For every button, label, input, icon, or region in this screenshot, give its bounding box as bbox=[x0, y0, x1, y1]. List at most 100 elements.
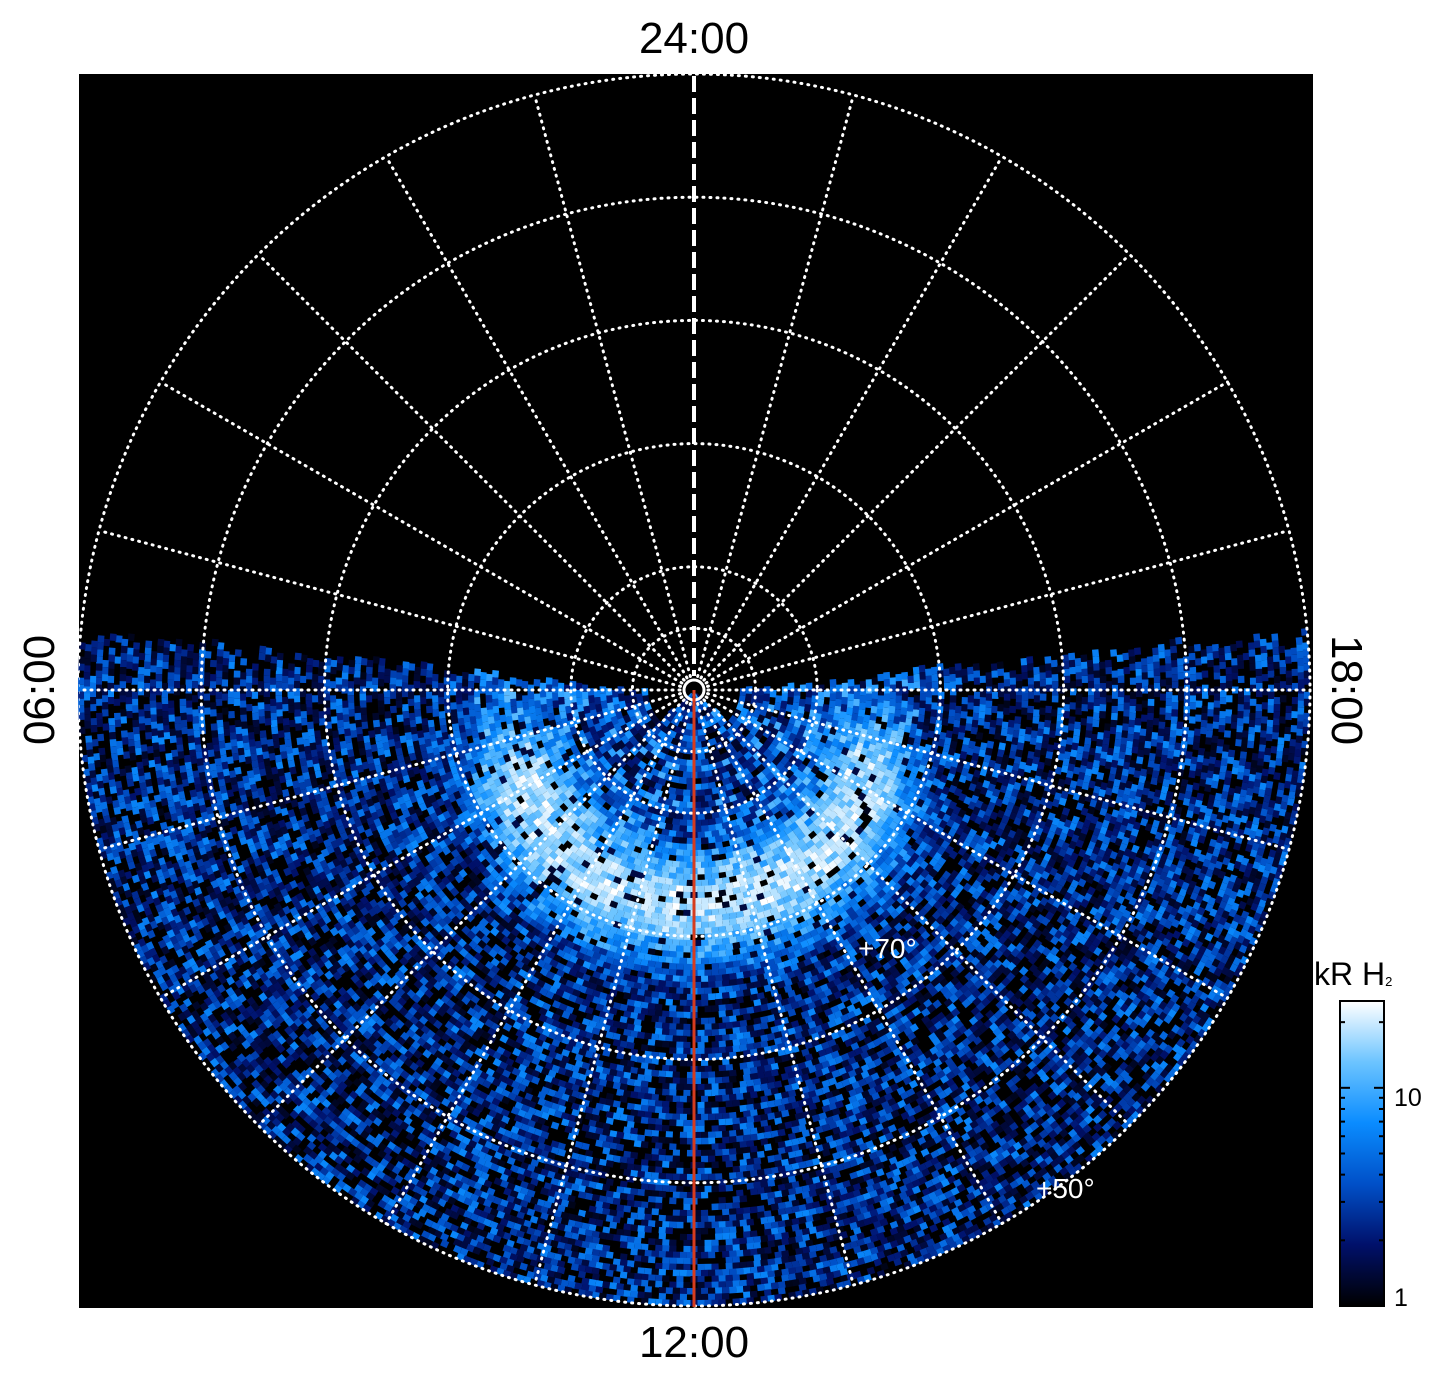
heatmap-cell bbox=[517, 715, 525, 723]
heatmap-cell bbox=[669, 1023, 677, 1030]
heatmap-cell bbox=[1027, 670, 1034, 677]
heatmap-cell bbox=[450, 702, 457, 710]
heatmap-cell bbox=[676, 951, 683, 958]
heatmap-cell bbox=[672, 939, 680, 946]
heatmap-cell bbox=[683, 910, 690, 917]
heatmap-cell bbox=[451, 716, 458, 724]
heatmap-cell bbox=[420, 669, 427, 677]
heatmap-cell bbox=[396, 694, 403, 701]
heatmap-cell bbox=[708, 897, 716, 904]
heatmap-cell bbox=[474, 668, 481, 676]
heatmap-cell bbox=[300, 711, 307, 719]
heatmap-cell bbox=[558, 704, 565, 712]
heatmap-cell bbox=[683, 850, 691, 857]
heatmap-cell bbox=[913, 674, 920, 681]
heatmap-cell bbox=[421, 718, 428, 726]
heatmap-cell bbox=[312, 709, 319, 716]
heatmap-cell bbox=[925, 668, 932, 676]
heatmap-cell bbox=[1069, 667, 1076, 674]
heatmap-cell bbox=[546, 692, 553, 699]
heatmap-cell bbox=[726, 1022, 734, 1029]
heatmap-cell bbox=[366, 667, 373, 675]
heatmap-cell bbox=[627, 1042, 635, 1050]
heatmap-cell bbox=[1047, 744, 1055, 752]
heatmap-cell bbox=[997, 661, 1004, 669]
heatmap-cell bbox=[456, 704, 463, 712]
heatmap-cell bbox=[366, 681, 373, 688]
heatmap-cell bbox=[847, 701, 854, 709]
heatmap-cell bbox=[1039, 708, 1046, 716]
heatmap-cell bbox=[300, 704, 307, 711]
heatmap-cell bbox=[715, 981, 723, 988]
heatmap-cell bbox=[669, 963, 677, 970]
heatmap-cell bbox=[432, 674, 439, 681]
heatmap-cell bbox=[372, 678, 379, 685]
heatmap-cell bbox=[736, 996, 744, 1004]
heatmap-cell bbox=[676, 970, 683, 977]
heatmap-cell bbox=[330, 681, 337, 688]
heatmap-cell bbox=[486, 681, 493, 688]
heatmap-cell bbox=[725, 888, 733, 896]
heatmap-cell bbox=[698, 886, 705, 893]
heatmap-cell bbox=[698, 1048, 705, 1055]
heatmap-cell bbox=[546, 677, 553, 685]
heatmap-cell bbox=[676, 867, 684, 874]
heatmap-cell bbox=[1042, 734, 1049, 742]
heatmap-cell bbox=[1076, 701, 1083, 708]
heatmap-cell bbox=[390, 692, 397, 699]
heatmap-cell bbox=[719, 1004, 727, 1011]
heatmap-cell bbox=[835, 699, 842, 707]
heatmap-cell bbox=[1075, 708, 1082, 716]
heatmap-cell bbox=[1022, 701, 1029, 708]
heatmap-cell bbox=[347, 749, 355, 757]
heatmap-cell bbox=[366, 660, 373, 668]
heatmap-cell bbox=[658, 992, 666, 999]
heatmap-cell bbox=[683, 1030, 690, 1037]
heatmap-cell bbox=[498, 701, 505, 709]
heatmap-cell bbox=[676, 885, 684, 892]
heatmap-cell bbox=[698, 1066, 705, 1073]
heatmap-cell bbox=[1021, 665, 1028, 673]
heatmap-cell bbox=[908, 676, 915, 683]
heatmap-cell bbox=[306, 672, 313, 679]
heatmap-cell bbox=[673, 975, 681, 982]
heatmap-cell bbox=[676, 988, 683, 995]
heatmap-cell bbox=[396, 672, 403, 679]
heatmap-cell bbox=[719, 1011, 727, 1018]
heatmap-cell bbox=[992, 692, 999, 699]
heatmap-cell bbox=[919, 672, 926, 680]
heatmap-cell bbox=[708, 921, 716, 928]
heatmap-cell bbox=[403, 718, 410, 726]
heatmap-cell bbox=[701, 982, 708, 989]
heatmap-cell bbox=[330, 702, 337, 709]
heatmap-cell bbox=[375, 734, 383, 742]
heatmap-cell bbox=[558, 697, 565, 705]
heatmap-cell bbox=[655, 1040, 663, 1047]
heatmap-cell bbox=[712, 1005, 720, 1012]
heatmap-cell bbox=[306, 708, 313, 716]
heatmap-cell bbox=[662, 1011, 670, 1018]
heatmap-cell bbox=[655, 943, 663, 950]
heatmap-cell bbox=[432, 709, 439, 717]
heatmap-cell bbox=[980, 697, 987, 704]
heatmap-cell bbox=[1014, 716, 1021, 724]
heatmap-cell bbox=[384, 676, 391, 683]
heatmap-cell bbox=[750, 1030, 758, 1038]
heatmap-cell bbox=[534, 701, 541, 709]
heatmap-cell bbox=[683, 1048, 690, 1055]
heatmap-cell bbox=[701, 1036, 708, 1043]
heatmap-cell bbox=[680, 958, 687, 965]
heatmap-cell bbox=[420, 697, 427, 704]
heatmap-cell bbox=[705, 885, 713, 892]
heatmap-cell bbox=[378, 708, 385, 716]
heatmap-cell bbox=[462, 694, 469, 701]
heatmap-cell bbox=[967, 702, 974, 710]
heatmap-cell bbox=[378, 701, 385, 708]
heatmap-cell bbox=[342, 715, 349, 723]
heatmap-cell bbox=[701, 916, 709, 923]
heatmap-cell bbox=[1068, 653, 1075, 661]
heatmap-cell bbox=[895, 702, 902, 710]
heatmap-cell bbox=[698, 796, 706, 803]
heatmap-cell bbox=[698, 970, 705, 977]
